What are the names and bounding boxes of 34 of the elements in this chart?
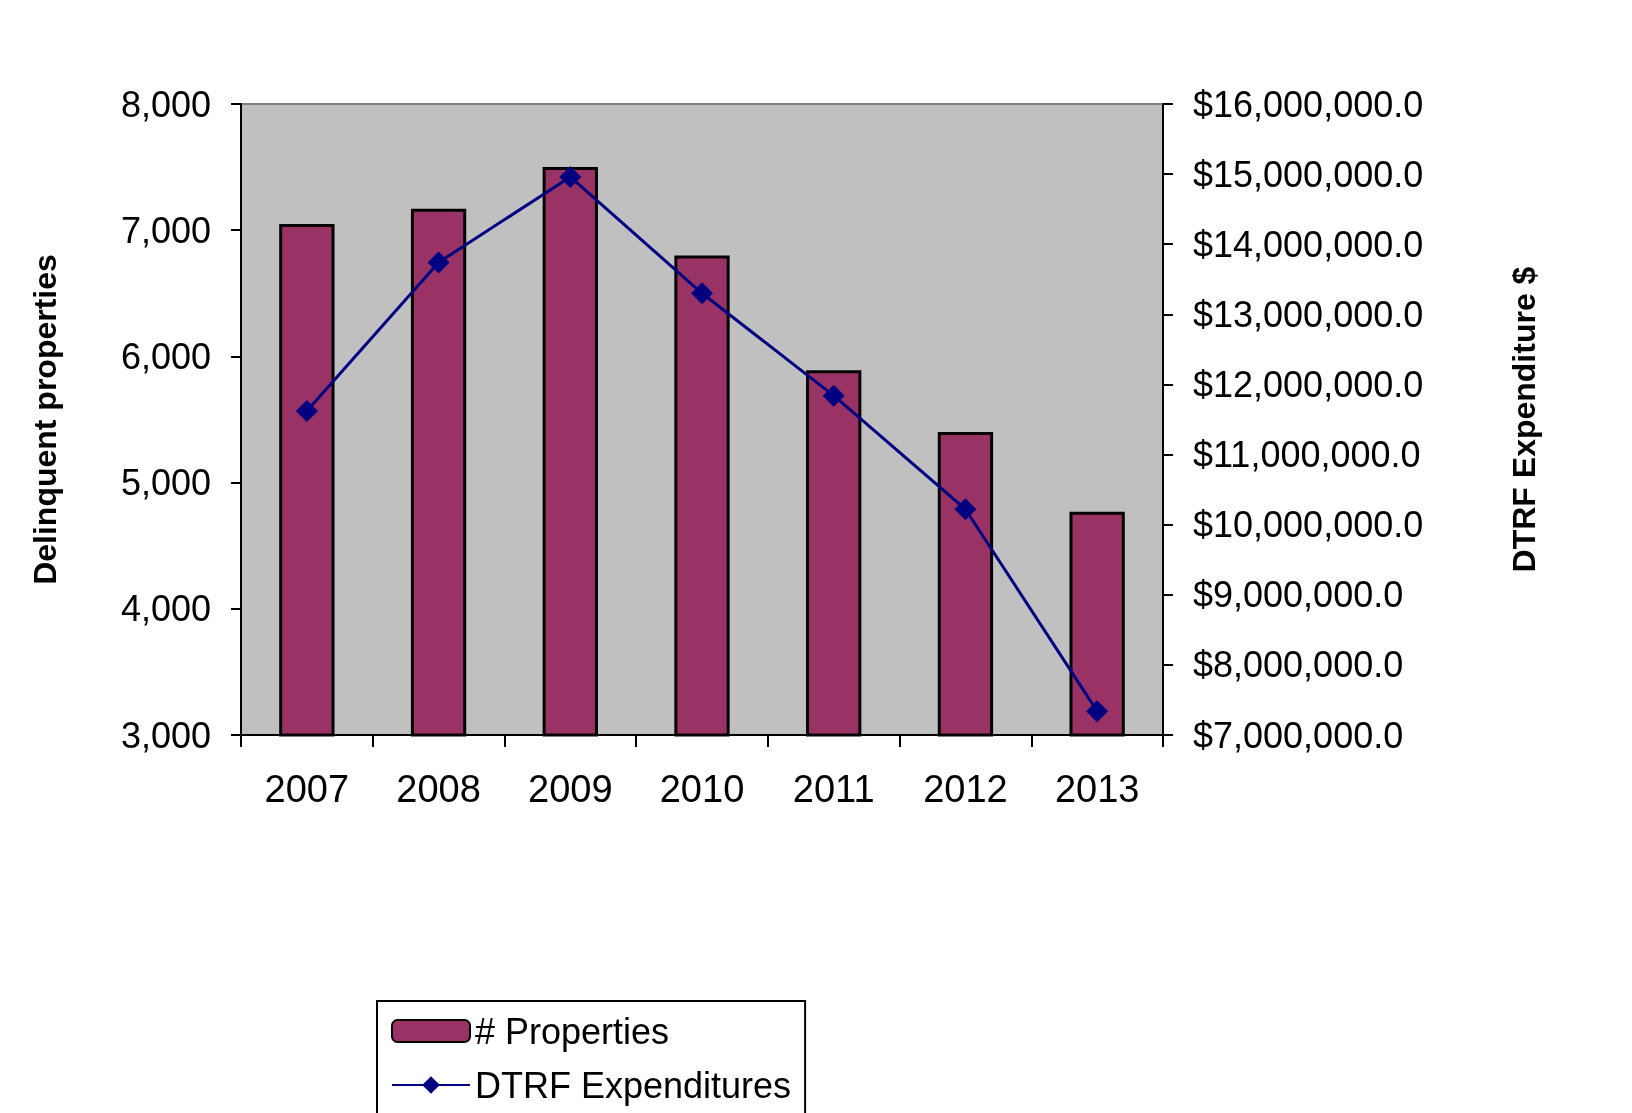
y2-tick-label: $16,000,000.0	[1193, 83, 1424, 125]
x-tick-label: 2013	[1054, 768, 1140, 810]
y-tick-label: 3,000	[120, 714, 211, 756]
y2-tick-label: $12,000,000.0	[1193, 363, 1424, 405]
point	[295, 400, 318, 423]
x-tick-label: 2010	[659, 768, 745, 810]
x-tick-label: 2007	[264, 768, 350, 810]
legend-label: # Properties	[475, 1010, 670, 1052]
y-tick-label: 7,000	[120, 209, 211, 251]
legend-label: DTRF Expenditures	[475, 1064, 792, 1106]
y2-tick-label: $15,000,000.0	[1193, 153, 1424, 195]
y2-tick-label: $9,000,000.0	[1193, 574, 1404, 616]
y2-tick-label: $7,000,000.0	[1193, 714, 1404, 756]
point	[822, 384, 845, 407]
y-tick-label: 4,000	[120, 588, 211, 630]
y2-tick-label: $8,000,000.0	[1193, 644, 1404, 686]
y2-tick-label: $11,000,000.0	[1193, 434, 1421, 476]
y2-tick-label: $13,000,000.0	[1193, 293, 1424, 335]
y2-axis-title: DTRF Expenditure $	[1506, 266, 1542, 573]
y-tick-label: 8,000	[120, 83, 211, 125]
point	[559, 165, 582, 188]
y-tick-label: 6,000	[120, 335, 211, 377]
point	[1086, 700, 1109, 723]
point	[691, 282, 713, 305]
point	[954, 498, 977, 521]
x-tick-label: 2012	[923, 768, 1008, 810]
y2-tick-label: $10,000,000.0	[1193, 504, 1424, 546]
y-tick-label: 5,000	[120, 462, 211, 504]
y2-tick-label: $14,000,000.0	[1193, 223, 1424, 265]
x-tick-label: 2008	[396, 768, 481, 810]
point	[427, 251, 450, 274]
y-axis-title: Delinquent properties	[27, 254, 63, 585]
x-tick-label: 2009	[528, 768, 613, 810]
x-tick-label: 2011	[792, 768, 875, 810]
